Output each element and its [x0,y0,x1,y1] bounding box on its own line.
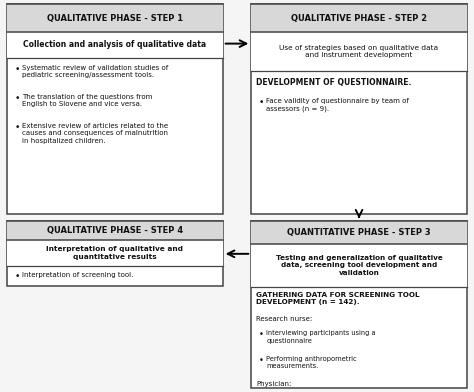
Text: The translation of the questions from
English to Slovene and vice versa.: The translation of the questions from En… [22,94,153,107]
Text: Interviewing participants using a
questionnaire: Interviewing participants using a questi… [266,330,376,344]
Text: Performing anthropometric
measurements.: Performing anthropometric measurements. [266,356,357,369]
Text: Face validity of questionnaire by team of
assessors (n = 9).: Face validity of questionnaire by team o… [266,98,409,112]
Text: Collection and analysis of qualitative data: Collection and analysis of qualitative d… [23,40,207,49]
Text: •: • [259,330,264,339]
Text: QUANTITATIVE PHASE - STEP 3: QUANTITATIVE PHASE - STEP 3 [287,229,431,237]
Text: •: • [15,272,20,281]
Text: GATHERING DATA FOR SCREENING TOOL
DEVELOPMENT (n = 142).: GATHERING DATA FOR SCREENING TOOL DEVELO… [256,292,419,305]
Bar [7,221,223,240]
Text: Physician:: Physician: [256,381,292,387]
Text: QUALITATIVE PHASE - STEP 4: QUALITATIVE PHASE - STEP 4 [47,227,183,235]
Bar [251,221,467,244]
Bar [7,221,223,286]
Text: QUALITATIVE PHASE - STEP 1: QUALITATIVE PHASE - STEP 1 [47,14,183,22]
Text: •: • [259,356,264,365]
Text: Interpretation of screening tool.: Interpretation of screening tool. [22,272,134,278]
Text: Use of strategies based on qualitative data
and instrument development: Use of strategies based on qualitative d… [280,45,438,58]
Bar [251,221,467,388]
Text: •: • [259,98,264,107]
Text: Research nurse:: Research nurse: [256,316,312,321]
Text: DEVELOPMENT OF QUESTIONNAIRE.: DEVELOPMENT OF QUESTIONNAIRE. [256,78,411,87]
Bar [7,4,223,32]
Bar [7,4,223,214]
Bar [251,4,467,32]
Text: QUALITATIVE PHASE - STEP 2: QUALITATIVE PHASE - STEP 2 [291,14,427,22]
Text: •: • [15,123,20,132]
Text: •: • [15,65,20,74]
Text: Systematic review of validation studies of
pediatric screening/assessment tools.: Systematic review of validation studies … [22,65,169,78]
Bar [251,4,467,214]
Text: Interpretation of qualitative and
quantitative results: Interpretation of qualitative and quanti… [46,246,183,260]
Bar [251,244,467,287]
Bar [7,32,223,58]
Text: Testing and generalization of qualitative
data, screening tool development and
v: Testing and generalization of qualitativ… [276,255,442,276]
Text: Extensive review of articles related to the
causes and consequences of malnutrit: Extensive review of articles related to … [22,123,168,144]
Bar [251,32,467,71]
Text: •: • [15,94,20,103]
Bar [7,240,223,266]
